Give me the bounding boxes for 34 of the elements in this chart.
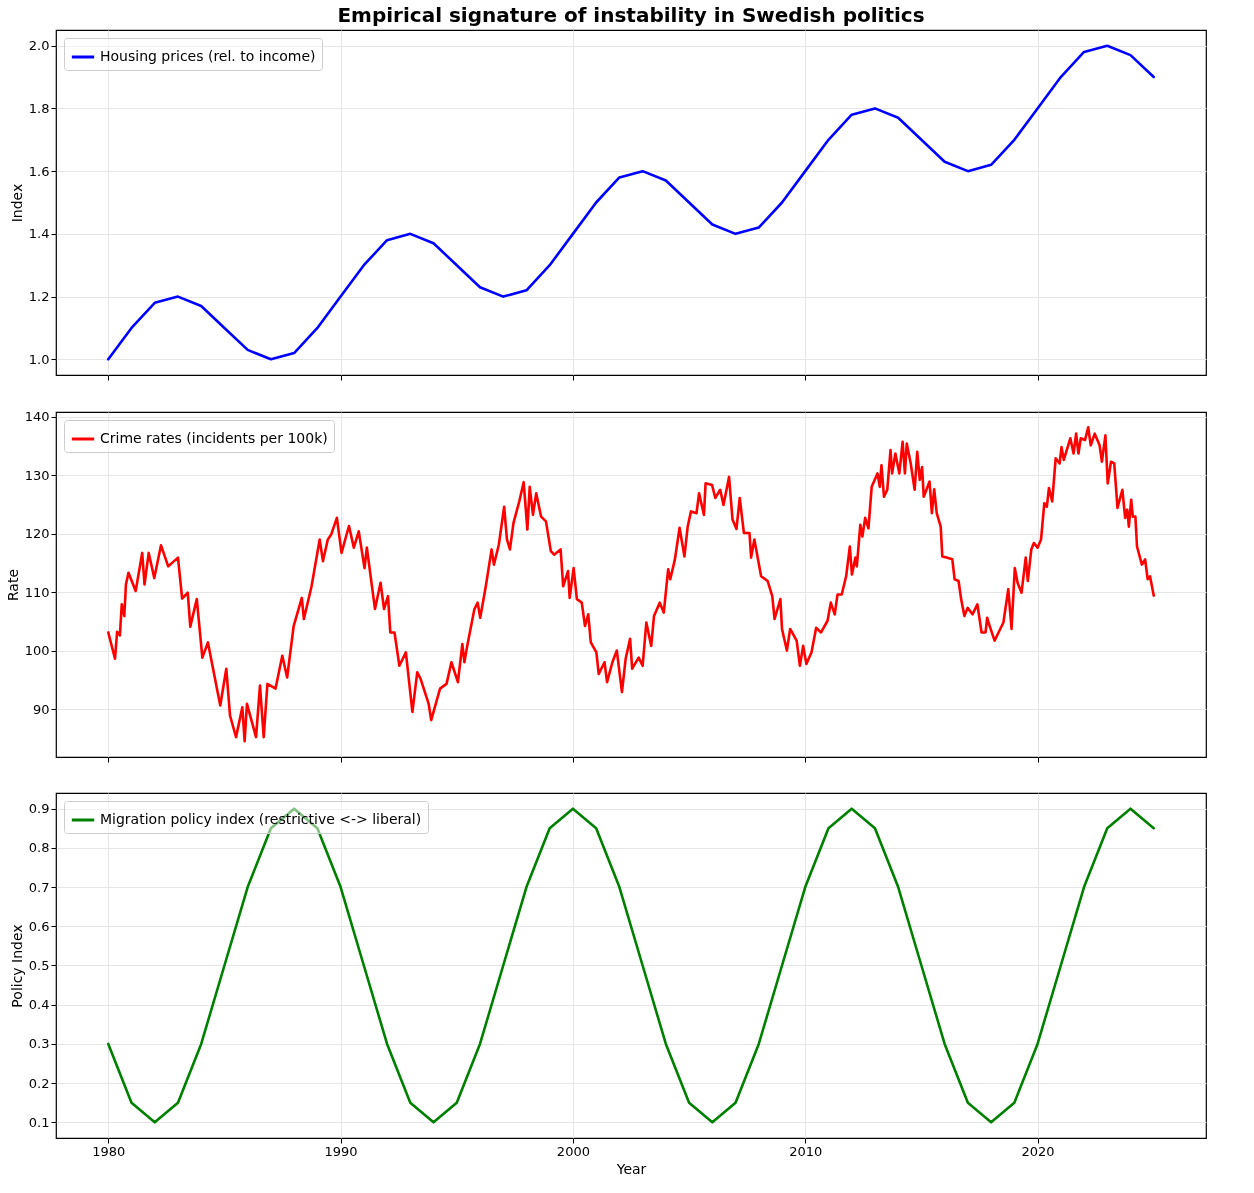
y-tick-label: 0.3 — [28, 1036, 50, 1052]
x-tick-label: 2020 — [1021, 1143, 1055, 1159]
legend-label: Housing prices (rel. to income) — [100, 48, 316, 64]
y-axis-title: Rate — [4, 568, 21, 602]
y-tick-label: 0.1 — [28, 1114, 50, 1130]
y-tick-label: 0.5 — [28, 958, 50, 973]
chart-title: Empirical signature of instability in Swedish politics — [337, 3, 925, 27]
y-tick-label: 1.2 — [28, 289, 50, 305]
y-tick-label: 0.7 — [28, 879, 50, 895]
legend-label: Crime rates (incidents per 100k) — [100, 430, 328, 446]
y-axis-title: Index — [8, 183, 25, 223]
y-tick-label: 90 — [32, 701, 50, 717]
y-tick-label: 130 — [24, 467, 50, 483]
y-tick-label: 100 — [24, 643, 50, 659]
y-tick-label: 1.6 — [28, 163, 50, 179]
y-tick-label: 0.2 — [28, 1075, 50, 1091]
x-tick-label: 1980 — [92, 1143, 126, 1159]
x-axis-title: Year — [615, 1160, 647, 1177]
x-tick-label: 1990 — [324, 1143, 358, 1159]
y-tick-label: 1.4 — [28, 226, 50, 242]
y-tick-label: 0.4 — [28, 997, 50, 1013]
y-tick-label: 0.8 — [28, 840, 50, 856]
x-tick-label: 2010 — [789, 1143, 823, 1159]
y-tick-label: 120 — [24, 526, 50, 542]
y-tick-label: 2.0 — [28, 38, 50, 54]
y-tick-label: 0.9 — [28, 801, 50, 817]
y-tick-label: 0.6 — [28, 918, 50, 934]
legend-label: Migration policy index (restrictive <-> liberal) — [100, 811, 422, 827]
y-tick-label: 1.0 — [28, 351, 50, 367]
y-axis-title: Policy Index — [8, 924, 25, 1008]
y-tick-label: 140 — [24, 409, 50, 425]
y-tick-label: 1.8 — [28, 100, 50, 116]
y-tick-label: 110 — [24, 584, 50, 600]
x-tick-label: 2000 — [556, 1143, 590, 1159]
